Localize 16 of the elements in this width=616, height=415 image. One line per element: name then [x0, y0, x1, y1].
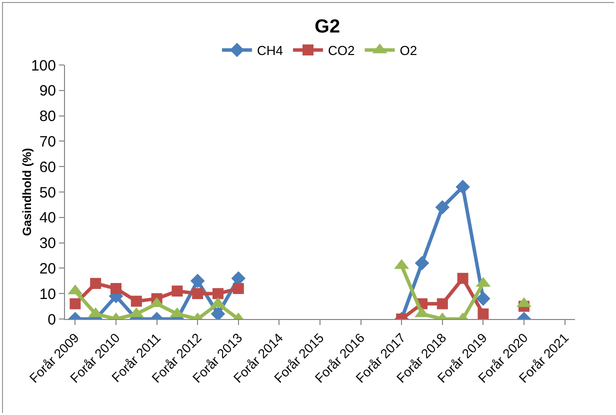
- y-axis-title: Gasindhold (%): [20, 148, 34, 236]
- y-tick-label: 40: [39, 210, 56, 227]
- y-tick-label: 20: [39, 260, 56, 278]
- y-tick-label: 50: [39, 184, 56, 202]
- y-tick-label: 60: [39, 158, 56, 176]
- chart-title: G2: [314, 16, 340, 38]
- y-tick-label: 100: [30, 57, 56, 74]
- y-tick-label: 0: [48, 311, 56, 328]
- y-tick-label: 70: [39, 133, 56, 150]
- y-tick-label: 80: [39, 108, 56, 126]
- legend-label: O2: [400, 43, 418, 58]
- legend-label: CH4: [257, 43, 284, 58]
- y-tick-label: 10: [39, 286, 56, 303]
- y-tick-label: 30: [39, 235, 56, 252]
- y-tick-label: 90: [39, 82, 56, 100]
- legend-label: CO2: [328, 43, 355, 58]
